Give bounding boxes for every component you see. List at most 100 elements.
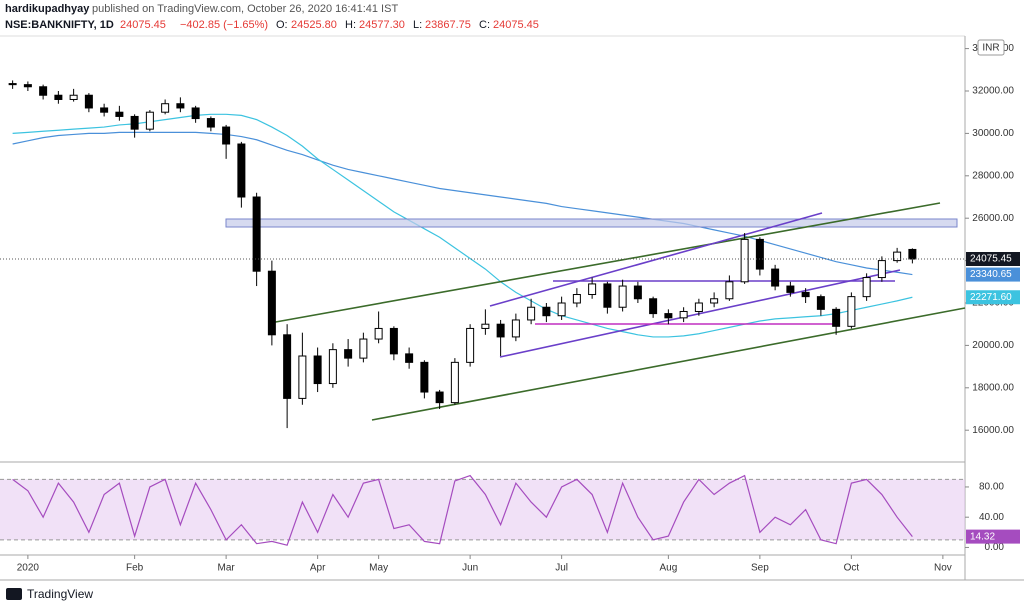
candle-body: [801, 291, 810, 298]
candle-body: [374, 327, 383, 340]
candle-body: [618, 285, 627, 308]
l-label: L:: [413, 19, 422, 31]
candle-body: [435, 391, 444, 404]
x-tick-label: Jul: [555, 563, 568, 574]
candle-body: [313, 355, 322, 385]
candle-body: [298, 355, 307, 399]
x-tick-label: Sep: [751, 563, 769, 574]
ma-tag-label: 22271.60: [970, 292, 1012, 303]
candle-body: [450, 361, 459, 404]
candle-body: [145, 111, 154, 130]
x-tick-label: Oct: [844, 563, 860, 574]
last-price-tag: [966, 252, 1020, 267]
candles: [0, 80, 965, 429]
candle-body: [557, 302, 566, 317]
l-value: 23867.75: [425, 19, 471, 31]
candle-body: [664, 313, 673, 319]
x-tick-label: Jun: [462, 563, 478, 574]
candle-body: [267, 270, 276, 336]
y-tick-label: 30000.00: [972, 128, 1014, 139]
candle-body: [511, 319, 520, 338]
rsi-line: [12, 474, 913, 546]
candle-body: [466, 327, 475, 363]
author: hardikupadhyay: [5, 3, 90, 15]
currency: INR: [982, 43, 999, 54]
rsi-band: [0, 479, 965, 540]
candle-body: [283, 334, 292, 399]
rsi-pane: [0, 474, 965, 546]
rsi-tag: [966, 529, 1020, 544]
x-tick-label: Apr: [310, 563, 326, 574]
y-tick-label: 16000.00: [972, 425, 1014, 436]
currency-badge[interactable]: [977, 39, 1005, 56]
candle-body: [328, 349, 337, 385]
candle-body: [740, 238, 749, 283]
candle-body: [344, 349, 353, 359]
y-tick-label: 18000.00: [972, 382, 1014, 393]
rsi-tick-label: 40.00: [979, 512, 1004, 523]
candle-body: [542, 306, 551, 317]
x-tick-label: Aug: [659, 563, 677, 574]
candle-body: [237, 143, 246, 198]
h-value: 24577.30: [359, 19, 405, 31]
candle-body: [710, 298, 719, 304]
ma-tag: [966, 267, 1020, 282]
candle-body: [389, 327, 398, 355]
y-tick-label: 20000.00: [972, 340, 1014, 351]
y-tick-label: 26000.00: [972, 213, 1014, 224]
x-tick-label: Nov: [934, 563, 952, 574]
rsi-tick-label: 80.00: [979, 482, 1004, 493]
candle-body: [893, 251, 902, 262]
candle-body: [816, 296, 825, 310]
h-label: H:: [345, 19, 356, 31]
candle-body: [649, 298, 658, 315]
logo: [6, 588, 22, 600]
candle-body: [786, 285, 795, 293]
last-price-tag-label: 24075.45: [970, 254, 1012, 265]
candle-body: [633, 285, 642, 300]
candle-body: [588, 283, 597, 296]
candle-body: [206, 118, 215, 128]
candle-body: [527, 306, 536, 321]
candle-body: [572, 294, 581, 304]
drawings: [225, 202, 966, 421]
candle-body: [39, 86, 48, 96]
trendline: [269, 202, 941, 324]
x-tick-label: Feb: [126, 563, 144, 574]
candle-body: [115, 111, 124, 117]
moving-average: [12, 113, 913, 338]
candle-body: [694, 302, 703, 312]
candle-body: [755, 238, 764, 270]
candle-body: [847, 296, 856, 327]
ma-tag-label: 23340.65: [970, 269, 1012, 280]
y-tick-label: 28000.00: [972, 170, 1014, 181]
candle-body: [69, 94, 78, 100]
candle-body: [405, 353, 414, 363]
symbol: NSE:BANKNIFTY, 1D: [5, 19, 114, 31]
candle-body: [679, 310, 688, 319]
o-label: O:: [276, 19, 288, 31]
candle-body: [84, 94, 93, 109]
candle-body: [191, 107, 200, 120]
footer: TradingView: [27, 587, 93, 601]
x-tick-label: May: [369, 563, 388, 574]
candle-body: [54, 94, 63, 100]
candle-body: [603, 283, 612, 308]
candle-body: [832, 308, 841, 327]
y-tick-label: 32000.00: [972, 86, 1014, 97]
candle-body: [862, 277, 871, 298]
candle-body: [771, 268, 780, 287]
candle-body: [359, 338, 368, 359]
candle-body: [420, 361, 429, 393]
c-value: 24075.45: [493, 19, 539, 31]
candle-body: [100, 107, 109, 113]
c-label: C:: [479, 19, 490, 31]
candle-body: [130, 115, 139, 130]
published: published on TradingView.com, October 26…: [92, 3, 398, 15]
trendline: [371, 307, 966, 421]
change: −402.85 (−1.65%): [180, 19, 268, 31]
resistance-zone: [225, 218, 958, 228]
candle-body: [496, 323, 505, 338]
candle-body: [725, 281, 734, 300]
candle-body: [252, 196, 261, 272]
